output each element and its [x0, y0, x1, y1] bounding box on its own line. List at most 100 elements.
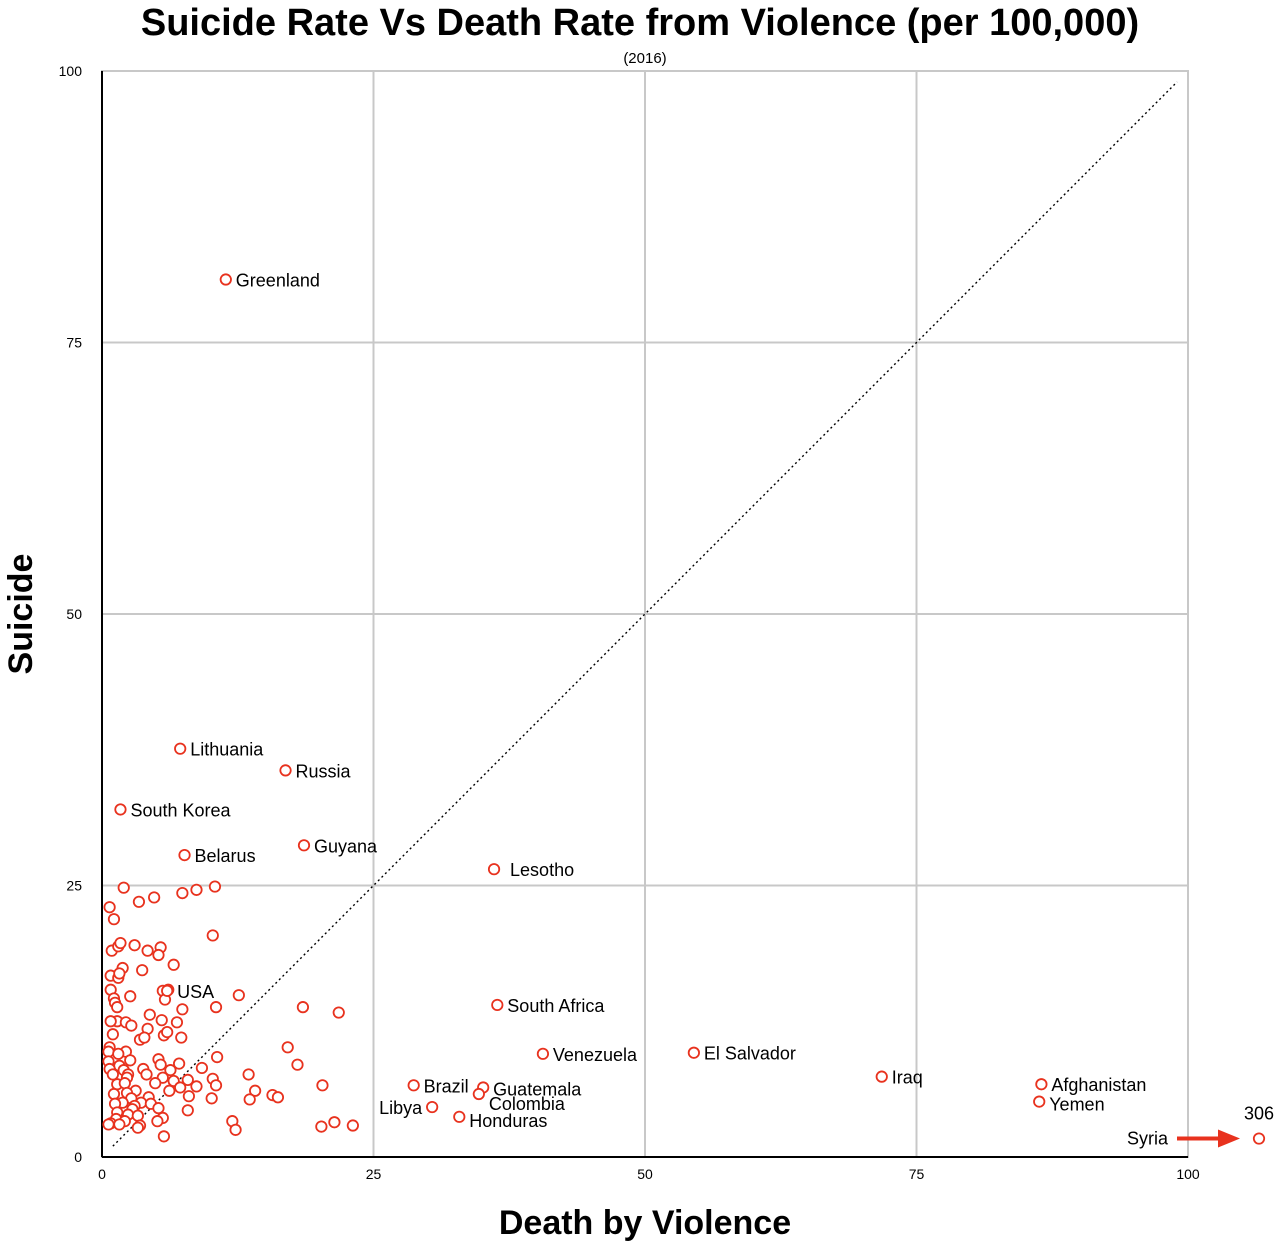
point-label: Colombia: [489, 1094, 566, 1114]
reference-diagonal: [112, 81, 1178, 1147]
point-label: Brazil: [424, 1076, 469, 1096]
point-label: Venezuela: [553, 1045, 638, 1065]
data-point: [315, 1120, 328, 1133]
x-tick-label: 75: [909, 1166, 925, 1182]
data-point: [209, 1079, 223, 1092]
data-point-honduras: [453, 1110, 466, 1123]
y-tick-label: 25: [66, 878, 82, 894]
data-point: [112, 1047, 125, 1060]
y-tick-label: 50: [66, 606, 82, 622]
data-point: [190, 1080, 203, 1093]
data-point: [140, 1068, 153, 1081]
data-point-colombia: [472, 1087, 485, 1101]
data-point: [161, 1026, 174, 1039]
point-label: Afghanistan: [1051, 1075, 1146, 1095]
point-label: USA: [177, 982, 214, 1002]
data-point: [316, 1079, 329, 1092]
point-label: South Africa: [507, 996, 605, 1016]
data-point: [132, 895, 146, 908]
y-tick-label: 100: [59, 63, 83, 79]
point-label: Greenland: [236, 271, 320, 291]
data-point: [164, 1064, 177, 1077]
point-label: Russia: [296, 761, 352, 781]
data-point: [182, 1090, 195, 1103]
data-point: [113, 967, 126, 980]
data-point: [107, 913, 121, 926]
data-point: [249, 1084, 262, 1097]
y-tick-label: 75: [66, 335, 82, 351]
data-point: [332, 1006, 345, 1019]
data-point: [111, 1001, 124, 1014]
data-point: [232, 989, 245, 1002]
data-point-guyana: [297, 839, 311, 852]
data-point: [206, 929, 219, 942]
arrow-right-icon: [1218, 1129, 1240, 1148]
data-point: [176, 1003, 189, 1016]
data-point: [175, 1031, 188, 1044]
data-point: [131, 1121, 144, 1134]
data-point: [205, 1092, 218, 1105]
data-point: [113, 1118, 126, 1131]
data-point: [173, 1057, 186, 1070]
data-point-el-salvador: [687, 1046, 700, 1059]
data-point: [346, 1119, 359, 1132]
data-point-russia: [279, 764, 292, 777]
data-point: [155, 1014, 168, 1027]
data-point: [291, 1058, 304, 1071]
data-point-afghanistan: [1035, 1078, 1048, 1091]
data-point-venezuela: [536, 1047, 550, 1060]
data-point: [181, 1073, 194, 1086]
point-label: Iraq: [892, 1068, 923, 1088]
data-point: [209, 1001, 223, 1014]
off-scale-marker: 306 Syria: [1127, 1104, 1274, 1149]
data-point: [211, 1050, 224, 1064]
data-point: [152, 1102, 165, 1115]
x-tick-label: 25: [366, 1166, 382, 1182]
data-point: [107, 1087, 121, 1101]
data-point: [157, 1130, 171, 1143]
axis-ticks: 0 25 50 75 100 0 25 50 75 100: [59, 63, 1200, 1182]
data-point: [170, 1016, 184, 1029]
data-point: [131, 1109, 144, 1122]
data-point: [149, 1077, 162, 1090]
data-point: [114, 936, 127, 950]
data-point: [242, 1068, 255, 1081]
data-point: [124, 990, 137, 1003]
data-point-libya: [426, 1100, 439, 1114]
point-label: El Salvador: [704, 1044, 796, 1064]
y-axis-title: Suicide: [2, 554, 40, 675]
point-label: Yemen: [1049, 1095, 1104, 1115]
data-point: [243, 1093, 256, 1106]
data-point: [102, 1118, 115, 1131]
data-point-south-africa: [491, 998, 504, 1012]
gridlines: [101, 70, 1189, 1158]
point-label: Guatemala: [493, 1079, 582, 1099]
x-tick-label: 50: [637, 1166, 653, 1182]
data-point: [136, 964, 149, 977]
data-point: [148, 891, 161, 904]
data-point: [124, 1054, 137, 1067]
x-tick-label: 100: [1176, 1166, 1200, 1182]
data-point-syria: [1252, 1132, 1266, 1145]
data-point-usa: [161, 984, 174, 997]
data-point: [102, 1045, 115, 1058]
data-point: [117, 881, 130, 894]
point-label: Belarus: [195, 846, 256, 866]
chart-title: Suicide Rate Vs Death Rate from Violence…: [141, 2, 1139, 44]
data-point: [128, 939, 141, 952]
data-point-brazil: [407, 1079, 420, 1092]
data-point: [103, 901, 116, 914]
data-point: [106, 1068, 119, 1081]
point-label: Guyana: [314, 836, 378, 856]
data-point: [181, 1104, 194, 1117]
data-point: [328, 1116, 341, 1129]
data-point: [208, 880, 222, 893]
chart-subtitle: (2016): [623, 50, 666, 67]
data-point: [151, 1115, 164, 1128]
point-label: Lithuania: [190, 740, 264, 760]
point-label: Honduras: [469, 1111, 547, 1131]
data-points: Greenland Lithuania Russia South Korea Belar…: [102, 271, 1146, 1143]
x-tick-label: 0: [98, 1166, 106, 1182]
data-point: [152, 948, 165, 962]
data-point: [271, 1091, 285, 1104]
